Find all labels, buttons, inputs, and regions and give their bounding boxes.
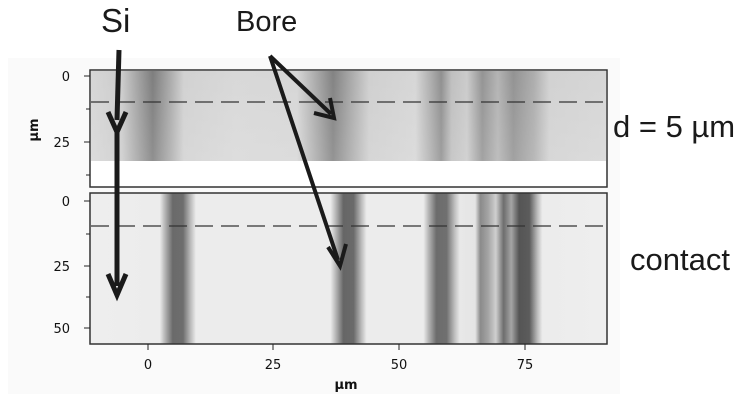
top-y-tick-0: 0 [62,70,70,85]
bottom-condition-label: contact [630,242,730,277]
bottom-y-tick-25: 25 [53,260,70,275]
bottom-y-tick-50: 50 [53,322,70,337]
si-label: Si [101,2,131,39]
top-panel: 0 25 µm [27,69,608,188]
bore-arrows [268,54,348,271]
bore-arrow-lower-shaft [268,55,340,261]
bottom-y-tick-0: 0 [62,195,70,210]
si-arrow [105,49,129,302]
top-y-tick-25: 25 [53,136,70,151]
bottom-x-tick-50: 50 [391,358,408,373]
bore-arrow-upper-shaft [268,54,333,116]
bottom-x-unit: µm [334,378,357,393]
bore-arrow-upper-head [313,97,337,121]
bottom-panel-image [89,192,608,345]
bottom-x-tick-75: 75 [517,358,534,373]
top-panel-shading [91,71,606,161]
si-arrow-upper-shaft [114,49,122,121]
top-y-unit: µm [27,118,42,141]
bore-label: Bore [236,6,298,38]
si-arrow-lower-head [105,273,129,302]
bore-arrow-lower-head [326,243,348,271]
bottom-x-tick-0: 0 [144,358,152,373]
bottom-x-tick-25: 25 [265,358,282,373]
top-condition-label: d = 5 µm [613,109,736,144]
bottom-panel: 0 25 50 0 25 50 75 µm [53,192,608,393]
